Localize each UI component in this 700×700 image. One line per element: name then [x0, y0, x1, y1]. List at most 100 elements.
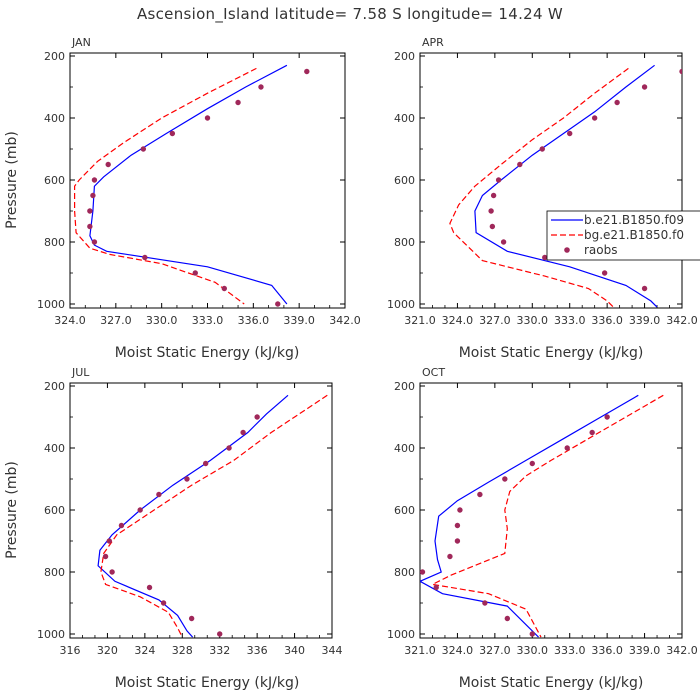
series-line-b-e21: [89, 64, 288, 305]
raobs-point: [254, 414, 260, 420]
raobs-point: [202, 460, 209, 467]
y-tick-label: 600: [44, 504, 65, 517]
x-tick-label: 324.0: [54, 314, 86, 327]
x-tick-label: 342.0: [329, 314, 361, 327]
x-tick-label: 321.0: [404, 644, 436, 657]
raobs-point: [447, 553, 453, 560]
x-tick-label: 333.0: [192, 314, 224, 327]
raobs-point: [504, 615, 511, 622]
y-tick-label: 1000: [37, 628, 65, 641]
x-tick-label: 339.0: [283, 314, 315, 327]
raobs-point: [477, 491, 483, 498]
x-axis-label: Moist Static Energy (kJ/kg): [459, 345, 644, 361]
series-line-b-e21: [474, 64, 658, 308]
raobs-point: [488, 208, 494, 214]
x-tick-label: 333.0: [554, 314, 586, 327]
raobs-point: [454, 522, 461, 529]
raobs-point: [601, 270, 608, 276]
y-axis-label: Pressure (mb): [4, 131, 20, 229]
raobs-point: [102, 553, 109, 560]
raobs-point: [684, 301, 689, 306]
raobs-point: [495, 177, 502, 183]
raobs-point: [87, 208, 93, 214]
x-tick-label: 327.0: [479, 644, 511, 657]
series-line-bg-e21: [73, 67, 257, 305]
raobs-point: [106, 538, 113, 544]
legend: b.e21.B1850.f09 bg.e21.B1850.f0 raobs: [546, 210, 700, 261]
x-tick-label: 340: [284, 644, 305, 657]
raobs-point: [204, 115, 211, 121]
plot-content: 324.0 327.0 330.0 333.0 336.0 339.0 342.0 200 40…: [37, 50, 361, 327]
series-group: [449, 64, 689, 308]
x-tick-label: 324: [134, 644, 155, 657]
raobs-point: [589, 429, 595, 436]
x-tick-label: 339.0: [629, 644, 661, 657]
x-tick-label: 328: [172, 644, 193, 657]
series-line-b-e21: [420, 394, 639, 638]
raobs-point: [221, 285, 228, 292]
raobs-point: [118, 522, 125, 529]
panel-label: APR: [422, 36, 444, 49]
series-group: [73, 64, 310, 307]
raobs-point: [275, 301, 281, 307]
plot-content: 321.0 324.0 327.0 330.0 333.0 336.0 339.0 342.0…: [387, 380, 698, 657]
x-tick-label: 342.0: [666, 314, 698, 327]
series-line-bg-e21: [430, 394, 664, 638]
y-tick-label: 600: [44, 174, 65, 187]
plot-frame: [419, 52, 683, 309]
raobs-point: [142, 254, 148, 261]
x-tick-label: 336.0: [591, 644, 623, 657]
raobs-point: [240, 429, 246, 436]
raobs-point: [500, 239, 507, 245]
legend-label: b.e21.B1850.f09: [584, 213, 684, 227]
raobs-point: [457, 507, 463, 513]
series-group: [420, 394, 664, 638]
raobs-point: [564, 445, 570, 451]
x-tick-label: 316: [60, 644, 81, 657]
raobs-point: [641, 285, 648, 292]
x-tick-label: 336: [247, 644, 268, 657]
y-tick-label: 200: [44, 380, 65, 393]
raobs-point: [517, 161, 523, 168]
raobs-point: [192, 270, 198, 276]
plot-frame: [69, 382, 333, 639]
y-tick-label: 400: [44, 442, 65, 455]
y-tick-label: 800: [394, 236, 415, 249]
raobs-point: [567, 130, 573, 137]
y-tick-label: 200: [394, 380, 415, 393]
raobs-point: [420, 569, 426, 575]
raobs-point: [156, 491, 162, 498]
raobs-point: [482, 600, 488, 606]
raobs-point: [591, 115, 598, 121]
raobs-point: [137, 507, 143, 513]
x-axis-label: Moist Static Energy (kJ/kg): [459, 675, 644, 691]
plot-content: 316 320 324 328 332 336 340 344 200 400 600 800 1000: [37, 380, 343, 657]
x-tick-label: 333.0: [554, 644, 586, 657]
y-tick-label: 1000: [387, 628, 415, 641]
figure-title: Ascension_Island latitude= 7.58 S longit…: [137, 5, 563, 24]
panel-jan: JAN 324.0 327.0 330.0 333.0 336.0 339.0 342.0 2…: [4, 36, 361, 361]
y-tick-label: 1000: [37, 298, 65, 311]
x-axis-label: Moist Static Energy (kJ/kg): [115, 675, 300, 691]
series-line-bg-e21: [449, 67, 629, 308]
x-tick-label: 330.0: [146, 314, 178, 327]
x-tick-label: 342.0: [666, 644, 698, 657]
x-tick-label: 330.0: [517, 314, 549, 327]
series-line-b-e21: [97, 394, 289, 638]
y-tick-label: 800: [44, 236, 65, 249]
raobs-point: [614, 99, 620, 106]
raobs-point: [679, 68, 682, 75]
y-tick-label: 400: [394, 112, 415, 125]
panel-label: JUL: [71, 366, 90, 379]
panel-label: OCT: [422, 366, 445, 379]
raobs-point: [304, 68, 310, 75]
x-axis-label: Moist Static Energy (kJ/kg): [115, 345, 300, 361]
series-group: [97, 394, 328, 638]
series-line-bg-e21: [100, 394, 328, 638]
x-tick-label: 324.0: [442, 644, 474, 657]
raobs-point: [184, 476, 190, 482]
raobs-point: [641, 84, 648, 90]
x-tick-label: 330.0: [517, 644, 549, 657]
raobs-point: [160, 600, 167, 606]
